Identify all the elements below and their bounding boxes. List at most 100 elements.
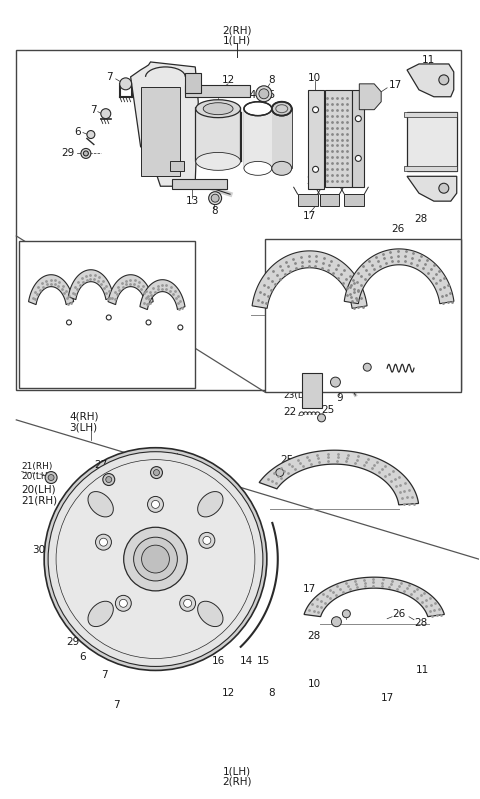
Polygon shape — [320, 194, 339, 206]
Circle shape — [115, 595, 132, 611]
Bar — [324, 89, 352, 187]
Text: 14: 14 — [243, 89, 257, 100]
Bar — [272, 109, 292, 169]
Text: 22: 22 — [283, 312, 296, 321]
Polygon shape — [344, 194, 364, 206]
Circle shape — [184, 599, 192, 607]
Circle shape — [439, 75, 449, 85]
Ellipse shape — [198, 601, 223, 626]
Text: 25: 25 — [283, 462, 296, 471]
Polygon shape — [259, 450, 419, 505]
Circle shape — [48, 451, 263, 666]
Circle shape — [106, 476, 112, 483]
Circle shape — [99, 539, 108, 547]
Bar — [404, 166, 457, 171]
Polygon shape — [407, 177, 457, 201]
Circle shape — [199, 532, 215, 548]
Text: 29: 29 — [66, 637, 80, 646]
Text: 9: 9 — [336, 382, 343, 392]
Text: 30: 30 — [33, 240, 46, 251]
Circle shape — [81, 149, 91, 158]
Circle shape — [142, 545, 169, 573]
Text: 18(LH): 18(LH) — [148, 463, 179, 472]
Circle shape — [45, 471, 57, 483]
Text: 28: 28 — [307, 177, 320, 186]
Text: 10: 10 — [308, 679, 321, 690]
Text: 9: 9 — [336, 393, 343, 403]
Circle shape — [355, 116, 361, 121]
Polygon shape — [344, 248, 454, 304]
Text: 6: 6 — [80, 651, 86, 662]
Text: 7: 7 — [113, 700, 120, 710]
Text: 20(LH): 20(LH) — [21, 484, 56, 495]
Circle shape — [146, 320, 151, 325]
Text: 28: 28 — [308, 630, 321, 641]
Text: 13: 13 — [186, 614, 199, 624]
Ellipse shape — [256, 85, 272, 101]
Text: 22: 22 — [284, 407, 297, 417]
Text: 19(RH): 19(RH) — [136, 495, 172, 506]
Circle shape — [318, 414, 325, 422]
Circle shape — [87, 130, 95, 138]
Circle shape — [439, 183, 449, 193]
Text: 28: 28 — [414, 214, 427, 224]
Circle shape — [152, 500, 159, 508]
Circle shape — [106, 315, 111, 320]
Polygon shape — [298, 194, 318, 206]
Ellipse shape — [209, 192, 222, 205]
Bar — [16, 50, 461, 390]
Text: 5(RH): 5(RH) — [284, 380, 310, 390]
Ellipse shape — [244, 101, 272, 116]
Circle shape — [276, 468, 284, 476]
Text: 17: 17 — [303, 584, 316, 594]
Text: 11: 11 — [415, 666, 429, 675]
Polygon shape — [68, 270, 113, 300]
Text: 1(LH): 1(LH) — [223, 767, 251, 777]
Text: 26: 26 — [392, 609, 406, 618]
Bar — [19, 241, 195, 388]
Text: 27: 27 — [101, 491, 114, 500]
Text: 17: 17 — [389, 80, 402, 89]
Polygon shape — [407, 112, 457, 171]
Circle shape — [120, 599, 127, 607]
Text: 26: 26 — [336, 365, 350, 376]
Circle shape — [101, 109, 111, 118]
Text: 28: 28 — [369, 356, 383, 365]
Ellipse shape — [88, 601, 113, 626]
Text: 8: 8 — [268, 75, 275, 85]
Text: 24: 24 — [407, 350, 420, 360]
Text: 6: 6 — [74, 126, 81, 137]
Circle shape — [330, 377, 340, 387]
Text: 15: 15 — [257, 657, 271, 666]
Circle shape — [56, 459, 255, 658]
Ellipse shape — [196, 100, 240, 117]
Bar — [308, 89, 324, 189]
Text: 25: 25 — [280, 455, 293, 465]
Circle shape — [178, 325, 183, 330]
Ellipse shape — [259, 89, 269, 99]
Text: 1(LH): 1(LH) — [223, 35, 251, 45]
Text: 28: 28 — [356, 369, 370, 380]
Text: 8: 8 — [268, 688, 275, 698]
Ellipse shape — [88, 491, 113, 517]
Circle shape — [312, 166, 319, 173]
Bar — [244, 109, 272, 169]
Text: 28: 28 — [364, 356, 378, 365]
Circle shape — [180, 595, 195, 611]
Circle shape — [151, 467, 162, 479]
Text: 7: 7 — [90, 105, 97, 115]
Ellipse shape — [272, 161, 292, 175]
Text: 28: 28 — [355, 369, 369, 380]
Bar — [170, 161, 184, 171]
Text: 4(RH): 4(RH) — [69, 551, 98, 561]
Text: 19(RH): 19(RH) — [148, 453, 180, 462]
Text: 23(LH): 23(LH) — [284, 391, 314, 400]
Circle shape — [154, 470, 159, 475]
Text: 18(LH): 18(LH) — [136, 484, 170, 495]
Text: 2(RH): 2(RH) — [222, 777, 252, 787]
Text: 25: 25 — [323, 316, 336, 327]
Text: 26: 26 — [336, 378, 348, 388]
Text: 28: 28 — [414, 618, 427, 628]
Bar — [265, 239, 461, 392]
Text: 14: 14 — [240, 657, 252, 666]
